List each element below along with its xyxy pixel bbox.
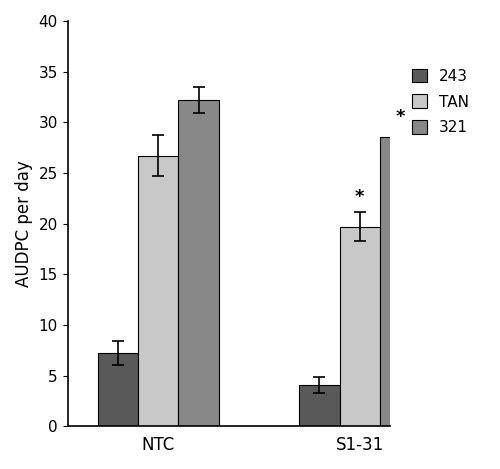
Text: *: * — [355, 189, 364, 206]
Bar — [380, 136, 420, 426]
Bar — [178, 100, 219, 426]
Y-axis label: AUDPC per day: AUDPC per day — [15, 160, 33, 287]
Text: *: * — [396, 108, 405, 126]
Bar — [340, 227, 380, 426]
Bar — [98, 353, 138, 426]
Bar — [300, 385, 340, 426]
Legend: 243, TAN, 321: 243, TAN, 321 — [404, 61, 477, 143]
Bar — [138, 156, 178, 426]
